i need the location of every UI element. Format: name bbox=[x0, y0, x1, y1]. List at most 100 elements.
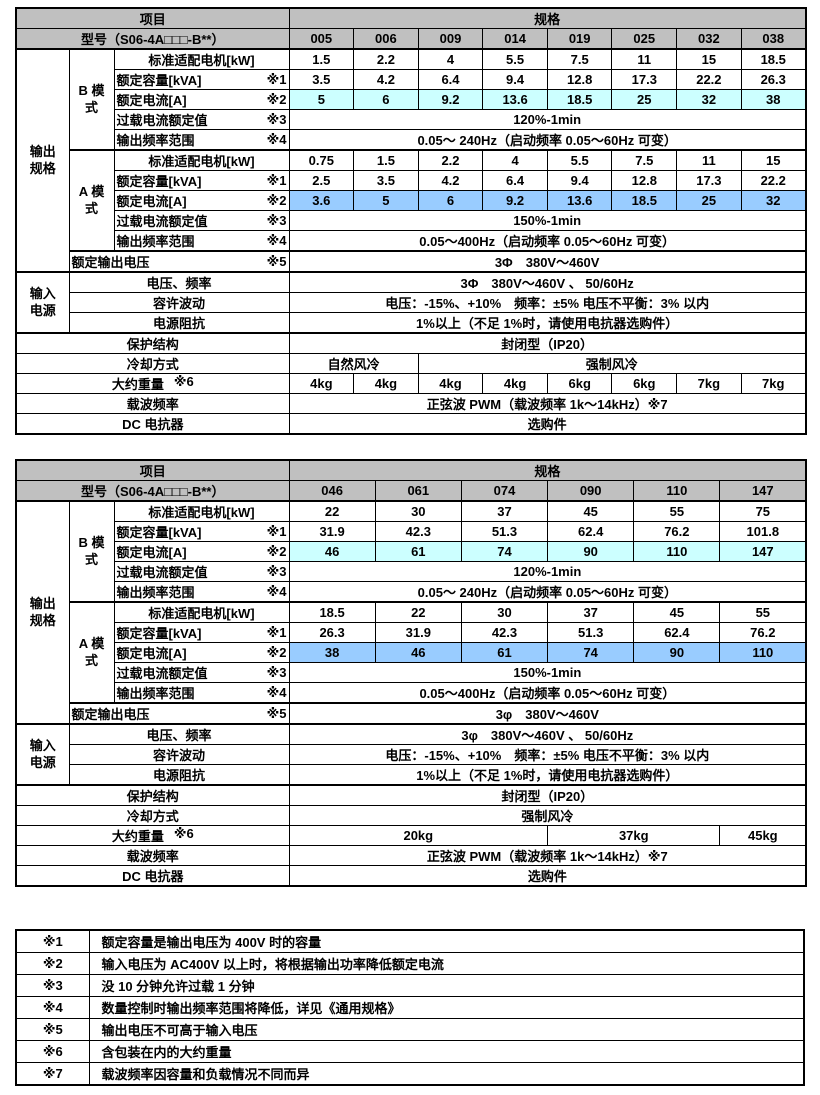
table-header-row: 项目 规格 bbox=[15, 459, 807, 481]
value-cell: 25 bbox=[676, 190, 742, 211]
value-cell: 13.6 bbox=[482, 89, 548, 110]
b-motor-row: 输出规格 B 模式 标准适配电机[kW] 1.5 2.2 4 5.5 7.5 1… bbox=[15, 48, 807, 273]
value-cell: 1.5 bbox=[353, 149, 419, 171]
impedance-row: 电源阻抗 1%以上（不足 1%时，请使用电抗器选购件） bbox=[16, 312, 807, 334]
footnote-mark: ※1 bbox=[15, 929, 90, 953]
value-cell: 18.5 bbox=[611, 190, 678, 211]
model-cell: 006 bbox=[353, 28, 419, 50]
cooling-label: 冷却方式 bbox=[15, 353, 290, 374]
model-cell: 014 bbox=[482, 28, 548, 50]
footnote-mark: ※2 bbox=[266, 644, 287, 660]
value-cell: 18.5 bbox=[740, 48, 807, 70]
model-cell: 110 bbox=[633, 480, 721, 502]
value-cell: 2.2 bbox=[417, 149, 484, 171]
model-cell: 090 bbox=[547, 480, 635, 502]
value-cell: 45 bbox=[547, 500, 635, 522]
footnote-text: 额定容量是输出电压为 400V 时的容量 bbox=[88, 929, 805, 953]
footnote-mark: ※5 bbox=[15, 1018, 90, 1041]
b-freq-row: 输出频率范围 ※4 0.05～ 240Hz（启动频率 0.05～60Hz 可变） bbox=[16, 581, 807, 603]
footnote-text: 含包装在内的大约重量 bbox=[88, 1040, 805, 1063]
overload-label: 过载电流额定值 ※3 bbox=[113, 561, 290, 582]
b-capacity-row: 额定容量[kVA] ※1 3.5 4.2 6.4 9.4 12.8 17.3 22… bbox=[16, 69, 807, 90]
value-cell: 42.3 bbox=[374, 521, 462, 542]
freq-range-label: 输出频率范围 ※4 bbox=[113, 129, 290, 151]
value-cell: 30 bbox=[460, 601, 549, 623]
value-cell: 0.75 bbox=[288, 149, 355, 171]
table-gap bbox=[15, 435, 805, 459]
carrier-freq-label: 载波频率 bbox=[15, 393, 290, 414]
value-cell: 3.6 bbox=[288, 190, 355, 211]
footnote-mark: ※4 bbox=[266, 684, 287, 700]
footnote-mark: ※3 bbox=[266, 664, 287, 680]
value-cell: 封闭型（IP20） bbox=[288, 784, 807, 806]
weight-cell: 45kg bbox=[719, 825, 807, 846]
b-mode-group-label: B 模式 bbox=[68, 48, 115, 151]
b-mode-group-label: B 模式 bbox=[68, 500, 115, 603]
value-cell: 37 bbox=[547, 601, 635, 623]
value-cell: 5.5 bbox=[482, 48, 548, 70]
value-cell: 17.3 bbox=[611, 69, 678, 90]
footnote-mark: ※1 bbox=[266, 523, 287, 539]
value-cell: 45 bbox=[633, 601, 721, 623]
impedance-row: 电源阻抗 1%以上（不足 1%时，请使用电抗器选购件） bbox=[16, 764, 807, 786]
voltage-freq-row: 输入电源 电压、频率 3φ 380V～460V 、 50/60Hz bbox=[15, 723, 807, 786]
value-cell: 电压：-15%、+10% 频率：±5% 电压不平衡：3% 以内 bbox=[288, 292, 807, 313]
value-cell: 90 bbox=[547, 541, 635, 562]
value-cell: 31.9 bbox=[374, 622, 462, 643]
b-current-row: 额定电流[A] ※2 5 6 9.2 13.6 18.5 25 32 38 bbox=[16, 89, 807, 110]
footnote-mark: ※6 bbox=[173, 826, 194, 842]
footnote-row: ※7 载波频率因容量和负载情况不同而异 bbox=[15, 1062, 805, 1086]
value-cell: 76.2 bbox=[633, 521, 721, 542]
weight-row: 大约重量 ※6 20kg 37kg 45kg bbox=[15, 825, 807, 846]
protection-row: 保护结构 封闭型（IP20） bbox=[15, 784, 807, 806]
footnote-mark: ※4 bbox=[15, 996, 90, 1019]
footnote-row: ※1 额定容量是输出电压为 400V 时的容量 bbox=[15, 929, 805, 953]
footnote-text: 数量控制时输出频率范围将降低，详见《通用规格》 bbox=[88, 996, 805, 1019]
model-label-cell: 型号（S06-4A□□□-B**） bbox=[15, 480, 290, 502]
model-cell: 074 bbox=[460, 480, 549, 502]
model-cell: 061 bbox=[374, 480, 462, 502]
footnote-mark: ※1 bbox=[266, 624, 287, 640]
value-cell: 61 bbox=[460, 642, 549, 663]
value-cell: 150%-1min bbox=[288, 210, 807, 231]
footnote-mark: ※4 bbox=[266, 583, 287, 599]
overload-label: 过载电流额定值 ※3 bbox=[113, 662, 290, 683]
value-cell: 37 bbox=[460, 500, 549, 522]
value-cell: 3φ 380V～460V 、 50/60Hz bbox=[288, 723, 807, 745]
model-cell: 046 bbox=[288, 480, 376, 502]
value-cell: 3.5 bbox=[353, 170, 419, 191]
value-cell: 31.9 bbox=[288, 521, 376, 542]
footnote-mark: ※4 bbox=[266, 131, 287, 147]
a-overload-row: 过载电流额定值 ※3 150%-1min bbox=[16, 210, 807, 231]
capacity-label: 额定容量[kVA] ※1 bbox=[113, 69, 290, 90]
a-motor-row: A 模式 标准适配电机[kW] 18.5 22 30 37 45 55 bbox=[16, 601, 807, 704]
value-cell: 32 bbox=[740, 190, 807, 211]
footnote-text: 输入电压为 AC400V 以上时，将根据输出功率降低额定电流 bbox=[88, 952, 805, 975]
value-cell: 38 bbox=[288, 642, 376, 663]
cooling-forced-cell: 强制风冷 bbox=[417, 353, 807, 374]
value-cell: 9.2 bbox=[417, 89, 484, 110]
weight-cell: 6kg bbox=[546, 373, 613, 394]
value-cell: 22 bbox=[288, 500, 376, 522]
capacity-label: 额定容量[kVA] ※1 bbox=[113, 521, 290, 542]
weight-row: 大约重量 ※6 4kg 4kg 4kg 4kg 6kg 6kg 7kg 7kg bbox=[15, 373, 807, 394]
value-cell: 0.05～400Hz（启动频率 0.05～60Hz 可变） bbox=[288, 230, 807, 252]
output-spec-group-label: 输出规格 bbox=[15, 500, 70, 725]
value-cell: 2.2 bbox=[353, 48, 419, 70]
value-cell: 选购件 bbox=[288, 865, 807, 887]
value-cell: 0.05～400Hz（启动频率 0.05～60Hz 可变） bbox=[288, 682, 807, 704]
a-capacity-row: 额定容量[kVA] ※1 2.5 3.5 4.2 6.4 9.4 12.8 17.… bbox=[16, 170, 807, 191]
footnote-mark: ※5 bbox=[266, 253, 287, 269]
weight-cell: 7kg bbox=[740, 373, 807, 394]
value-cell: 选购件 bbox=[288, 413, 807, 435]
b-freq-row: 输出频率范围 ※4 0.05～ 240Hz（启动频率 0.05～60Hz 可变） bbox=[16, 129, 807, 151]
value-cell: 0.05～ 240Hz（启动频率 0.05～60Hz 可变） bbox=[288, 129, 807, 151]
value-cell: 18.5 bbox=[546, 89, 613, 110]
a-capacity-row: 额定容量[kVA] ※1 26.3 31.9 42.3 51.3 62.4 76.… bbox=[16, 622, 807, 643]
footnote-mark: ※1 bbox=[266, 172, 287, 188]
output-spec-group-label: 输出规格 bbox=[15, 48, 70, 273]
footnote-row: ※4 数量控制时输出频率范围将降低，详见《通用规格》 bbox=[15, 996, 805, 1019]
rated-output-voltage-label: 额定输出电压 ※5 bbox=[68, 702, 290, 725]
value-cell: 42.3 bbox=[460, 622, 549, 643]
current-label: 额定电流[A] ※2 bbox=[113, 190, 290, 211]
